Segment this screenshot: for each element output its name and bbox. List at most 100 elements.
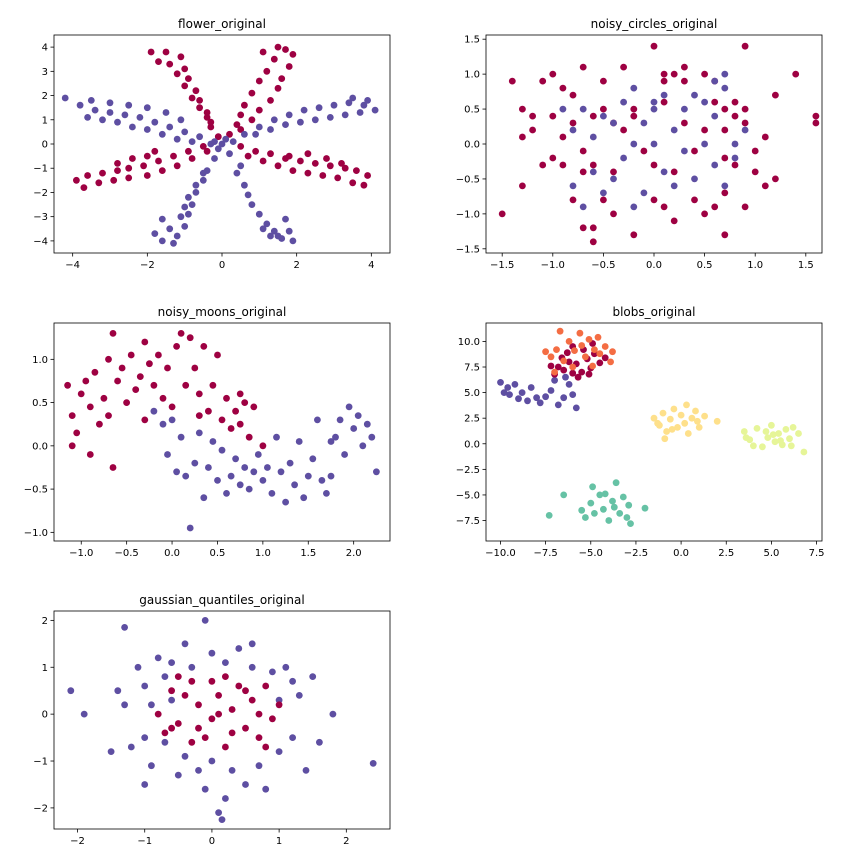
scatter-point (242, 781, 249, 788)
scatter-point (203, 109, 211, 116)
scatter-point (141, 781, 149, 788)
scatter-point (630, 105, 638, 113)
scatter-point (263, 67, 271, 75)
scatter-point (99, 169, 106, 177)
scatter-point (533, 394, 540, 402)
scatter-point (282, 121, 289, 128)
scatter-point (610, 119, 617, 127)
scatter-point (226, 130, 233, 138)
scatter-point (241, 464, 249, 471)
scatter-point (565, 358, 573, 366)
scatter-point (236, 390, 244, 398)
scatter-point (132, 386, 140, 393)
scatter-point (218, 816, 226, 823)
x-tick-label: 0.0 (164, 548, 180, 559)
scatter-point (589, 483, 596, 491)
scatter-point (539, 161, 547, 169)
y-tick-label: −1.0 (456, 209, 480, 220)
scatter-point (181, 65, 189, 73)
scatter-point (263, 220, 271, 228)
scatter-point (114, 160, 121, 167)
scatter-point (146, 360, 153, 368)
scatter-point (164, 451, 171, 458)
scatter-point (215, 692, 223, 699)
scatter-point (148, 762, 155, 770)
scatter-point (168, 416, 176, 424)
scatter-point (222, 659, 229, 666)
scatter-point (195, 429, 203, 437)
scatter-point (660, 203, 668, 211)
scatter-point (250, 403, 258, 411)
y-tick-label: 1.0 (464, 70, 480, 81)
subplot-noisy-moons: noisy_moons_original −1.0 −0.5 0.0 0.5 1.0 1.5… (24, 305, 391, 559)
scatter-point (579, 63, 587, 71)
scatter-point (542, 393, 549, 401)
x-tick-label: −1 (137, 836, 152, 847)
scatter-point (630, 84, 638, 92)
scatter-point (329, 710, 337, 718)
scatter-point (332, 433, 339, 441)
scatter-point (270, 227, 278, 235)
scatter-point (96, 420, 103, 428)
y-tick-label: 1 (42, 115, 48, 126)
scatter-point (578, 506, 586, 514)
scatter-point (795, 430, 802, 437)
scatter-point (326, 162, 334, 170)
scatter-point (625, 501, 633, 509)
y-tick-label: 0.5 (464, 105, 480, 116)
scatter-point (207, 123, 215, 131)
scatter-point (792, 70, 800, 78)
scatter-point (250, 468, 258, 476)
scatter-point (80, 184, 88, 192)
scatter-point (660, 77, 668, 85)
scatter-point (255, 123, 263, 131)
scatter-point (701, 210, 708, 218)
series-2 (542, 327, 616, 376)
scatter-point (141, 682, 149, 690)
chart-title: noisy_moons_original (158, 305, 287, 319)
scatter-point (515, 395, 522, 403)
scatter-point (539, 77, 547, 85)
scatter-point (560, 366, 568, 374)
scatter-point (812, 112, 820, 120)
scatter-point (364, 172, 371, 179)
scatter-point (721, 231, 729, 239)
scatter-point (694, 417, 701, 425)
scatter-point (232, 407, 240, 415)
scatter-point (569, 363, 577, 371)
y-tick-label: 0.0 (32, 441, 48, 452)
scatter-point (222, 673, 229, 680)
scatter-point (761, 182, 769, 190)
scatter-point (721, 182, 729, 190)
scatter-point (203, 147, 211, 155)
scatter-point (688, 414, 696, 422)
series-5 (545, 479, 649, 527)
scatter-point (701, 126, 708, 134)
plot-frame (485, 322, 823, 542)
scatter-point (227, 425, 235, 432)
scatter-point (214, 477, 221, 484)
scatter-point (255, 762, 263, 770)
scatter-point (787, 442, 795, 450)
scatter-point (713, 417, 721, 425)
x-tick-label: −10.0 (485, 548, 516, 559)
scatter-point (542, 348, 549, 356)
scatter-point (677, 411, 685, 419)
chart-title: blobs_original (612, 305, 695, 319)
scatter-point (269, 668, 276, 676)
scatter-point (223, 490, 230, 497)
scatter-point (741, 126, 749, 134)
scatter-point (188, 201, 196, 209)
x-tick-label: 2.5 (718, 548, 734, 559)
scatter-point (650, 414, 658, 422)
scatter-point (576, 329, 584, 337)
scatter-point (579, 224, 587, 232)
scatter-point (99, 116, 106, 124)
x-tick-label: 0.5 (697, 260, 713, 271)
scatter-point (554, 363, 562, 371)
scatter-point (141, 416, 149, 424)
scatter-point (155, 157, 162, 165)
scatter-point (275, 701, 283, 709)
scatter-point (218, 446, 226, 454)
scatter-point (741, 119, 749, 127)
